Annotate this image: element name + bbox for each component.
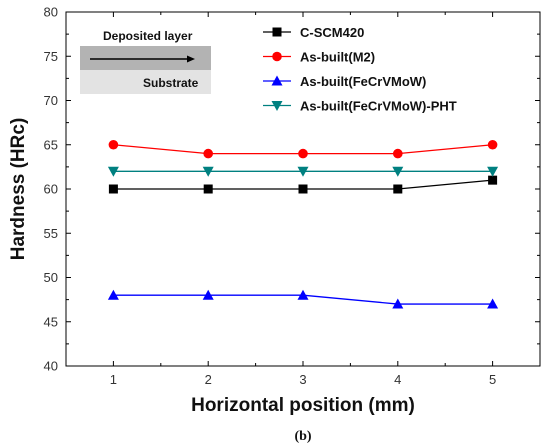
- data-point: [108, 184, 118, 194]
- series-1: [108, 175, 498, 194]
- x-tick-label: 1: [110, 372, 117, 387]
- legend-marker: [271, 101, 283, 111]
- y-tick-label: 60: [44, 182, 58, 197]
- data-point: [298, 148, 308, 159]
- data-point: [203, 184, 213, 194]
- inset-diagram: Deposited layer Substrate: [80, 29, 211, 94]
- legend-item: As-built(FeCrVMoW)-PHT: [263, 99, 457, 114]
- x-tick-label: 4: [394, 372, 401, 387]
- legend-marker: [272, 27, 282, 37]
- legend-item: As-built(M2): [263, 50, 375, 65]
- series-3: [107, 289, 499, 309]
- data-point: [107, 166, 119, 177]
- data-point: [297, 166, 309, 177]
- legend-item: As-built(FeCrVMoW): [263, 74, 426, 89]
- data-point: [202, 166, 214, 177]
- x-tick-label: 5: [489, 372, 496, 387]
- data-point: [487, 298, 499, 309]
- y-tick-label: 40: [44, 359, 58, 374]
- data-point: [393, 184, 403, 194]
- data-point: [392, 298, 404, 309]
- x-axis-title: Horizontal position (mm): [191, 395, 415, 416]
- inset-top-label: Deposited layer: [103, 29, 193, 43]
- data-point: [202, 289, 214, 300]
- data-point: [203, 148, 213, 159]
- y-tick-label: 65: [44, 137, 58, 152]
- plot-frame: [65, 11, 541, 367]
- figure-caption: (b): [294, 429, 311, 444]
- y-tick-label: 75: [44, 49, 58, 64]
- plot-series: [107, 139, 499, 309]
- legend-label: As-built(FeCrVMoW): [300, 74, 426, 89]
- legend-item: C-SCM420: [263, 25, 364, 40]
- y-tick-label: 45: [44, 314, 58, 329]
- inset-bottom-label: Substrate: [143, 76, 199, 90]
- data-point: [488, 175, 498, 185]
- series-4: [107, 166, 499, 177]
- data-point: [297, 289, 309, 300]
- data-point: [487, 139, 498, 150]
- x-axis-ticks: 1 2 3 4 5: [110, 12, 496, 387]
- y-tick-label: 70: [44, 93, 58, 108]
- series-2: [108, 139, 498, 159]
- substrate-band: [80, 70, 211, 94]
- arrow-head-icon: [187, 55, 195, 63]
- legend-label: C-SCM420: [300, 25, 364, 40]
- legend: C-SCM420 As-built(M2) As-built(FeCrVMoW) As…: [263, 25, 457, 114]
- x-tick-label: 3: [299, 372, 306, 387]
- data-point: [108, 139, 119, 150]
- y-axis-title: Hardness (HRc): [8, 118, 29, 261]
- y-tick-label: 55: [44, 226, 58, 241]
- legend-label: As-built(FeCrVMoW)-PHT: [300, 99, 457, 114]
- legend-marker: [271, 75, 283, 86]
- data-point: [393, 148, 403, 159]
- data-point: [487, 166, 499, 177]
- legend-label: As-built(M2): [300, 50, 375, 65]
- data-point: [107, 289, 119, 300]
- y-axis-ticks: 40 45 50 55 60 65 70 75 80: [44, 5, 540, 374]
- data-point: [298, 184, 308, 194]
- y-tick-label: 80: [44, 5, 58, 20]
- legend-marker: [272, 51, 282, 62]
- data-point: [392, 166, 404, 177]
- x-tick-label: 2: [205, 372, 212, 387]
- y-tick-label: 50: [44, 270, 58, 285]
